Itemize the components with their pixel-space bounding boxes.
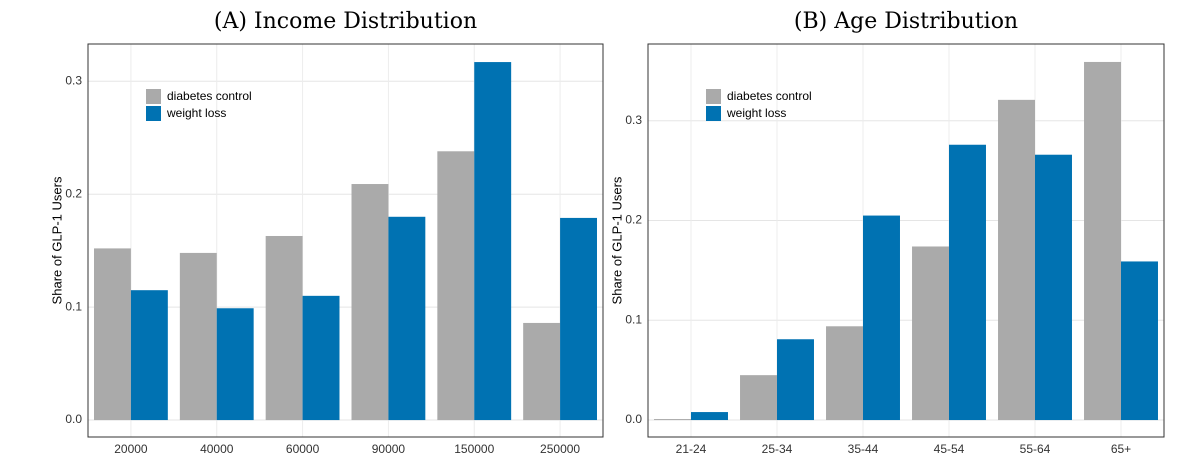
y-tick-label: 0.3 xyxy=(625,113,642,127)
x-tick-label: 45-54 xyxy=(934,442,965,456)
legend-label: weight loss xyxy=(166,106,226,120)
x-tick-label: 40000 xyxy=(200,442,234,456)
bar xyxy=(94,248,131,421)
y-tick-label: 0.2 xyxy=(65,186,82,200)
y-tick-label: 0.3 xyxy=(65,73,82,87)
bar xyxy=(265,235,303,421)
y-axis-label: Share of GLP-1 Users xyxy=(609,176,624,304)
legend-key xyxy=(146,89,161,104)
legend-key xyxy=(706,89,721,104)
x-tick-label: 20000 xyxy=(114,442,148,456)
bar xyxy=(1084,61,1121,421)
bar xyxy=(777,339,814,421)
legend-key xyxy=(146,106,161,121)
bar xyxy=(130,290,168,421)
bar xyxy=(998,99,1035,421)
x-tick-label: 35-44 xyxy=(848,442,879,456)
chart-title: (B) Age Distribution xyxy=(794,9,1018,34)
legend-label: diabetes control xyxy=(167,89,252,103)
bar xyxy=(691,412,728,421)
bar xyxy=(1035,154,1072,421)
x-tick-label: 250000 xyxy=(540,442,580,456)
y-tick-label: 0.2 xyxy=(625,213,642,227)
bar xyxy=(474,62,512,421)
x-tick-label: 60000 xyxy=(286,442,320,456)
bar xyxy=(1121,261,1158,421)
bar xyxy=(949,144,986,421)
bar xyxy=(351,184,389,421)
bar xyxy=(654,419,691,421)
bar xyxy=(302,295,340,421)
plot-border xyxy=(87,43,604,438)
plot-border xyxy=(647,43,1165,438)
x-tick-label: 150000 xyxy=(454,442,494,456)
legend-key xyxy=(706,106,721,121)
bar xyxy=(216,308,254,421)
bar xyxy=(863,215,900,421)
legend-label: weight loss xyxy=(726,106,786,120)
legend-label: diabetes control xyxy=(727,89,812,103)
x-tick-label: 90000 xyxy=(372,442,406,456)
y-tick-label: 0.1 xyxy=(65,299,82,313)
bar xyxy=(912,246,949,421)
y-tick-label: 0.0 xyxy=(65,412,82,426)
bar xyxy=(388,216,426,421)
y-axis-label: Share of GLP-1 Users xyxy=(49,176,64,304)
y-tick-label: 0.1 xyxy=(625,312,642,326)
bar xyxy=(437,151,475,421)
bar xyxy=(826,326,863,421)
x-tick-label: 55-64 xyxy=(1020,442,1051,456)
chart-title: (A) Income Distribution xyxy=(214,9,477,34)
bar xyxy=(560,217,597,421)
x-tick-label: 65+ xyxy=(1111,442,1131,456)
bar xyxy=(740,375,777,421)
x-tick-label: 25-34 xyxy=(762,442,793,456)
y-tick-label: 0.0 xyxy=(625,412,642,426)
bar xyxy=(179,252,217,421)
bar xyxy=(523,322,561,421)
x-tick-label: 21-24 xyxy=(676,442,707,456)
